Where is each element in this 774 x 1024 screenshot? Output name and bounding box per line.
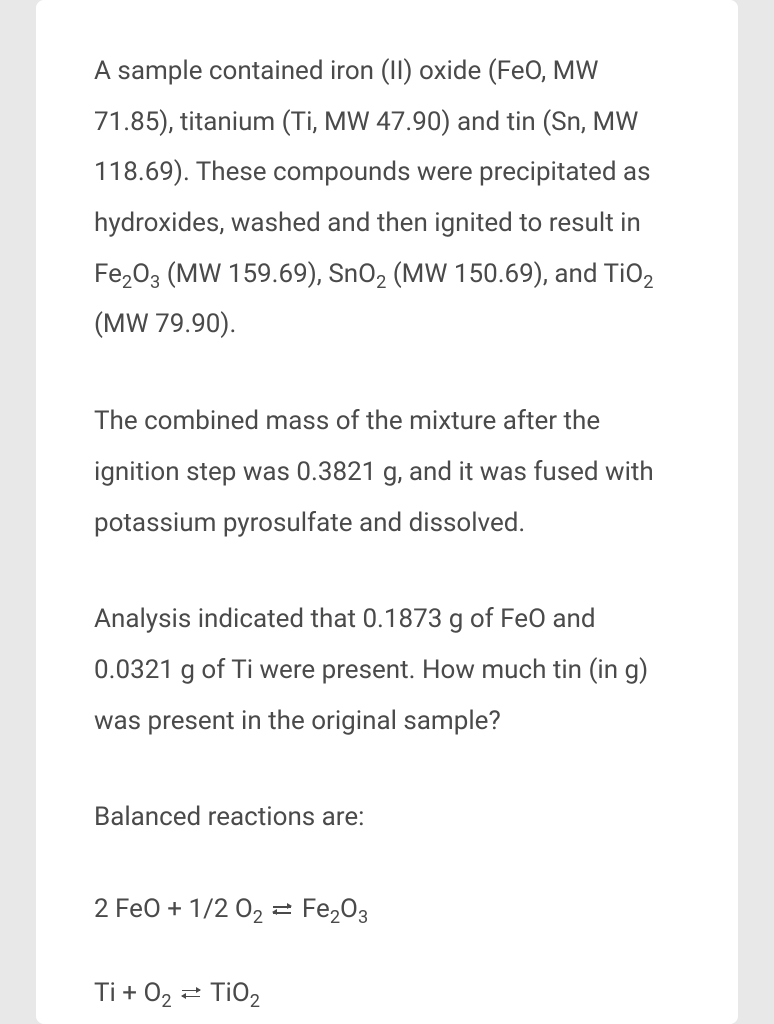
paragraph-2: The combined mass of the mixture after t…	[94, 396, 680, 548]
eq1-rhs-b: O	[340, 894, 358, 924]
equilibrium-icon	[182, 987, 200, 1001]
p1-text-4: (MW 150.69), and TiO	[386, 259, 643, 289]
paragraph-3: Analysis indicated that 0.1873 g of FeO …	[94, 594, 680, 746]
eq2-lhs-a: Ti + O	[94, 978, 161, 1008]
eq2-lhs-sub: 2	[161, 991, 171, 1012]
eq2-rhs-sub: 2	[250, 991, 260, 1012]
p1-sub-4: 2	[643, 272, 653, 293]
equation-2: Ti + O2 TiO2	[94, 973, 680, 1015]
eq1-rhs-a: Fe	[295, 894, 329, 924]
p1-text-3: (MW 159.69), SnO	[160, 259, 376, 289]
eq1-lhs-sub: 2	[253, 907, 263, 928]
p1-sub-1: 2	[122, 272, 132, 293]
eq2-rhs-a: TiO	[204, 978, 250, 1008]
equation-1: 2 FeO + 1/2 O2 Fe2O3	[94, 889, 680, 931]
question-card: A sample contained iron (II) oxide (FeO,…	[36, 0, 738, 1024]
eq1-rhs-sub1: 2	[330, 907, 340, 928]
p1-sub-2: 3	[150, 272, 160, 293]
p1-text-1: A sample contained iron (II) oxide (FeO,…	[94, 56, 651, 289]
p1-text-2: O	[132, 259, 150, 289]
paragraph-1: A sample contained iron (II) oxide (FeO,…	[94, 46, 680, 350]
p1-text-5: (MW 79.90).	[94, 309, 236, 339]
eq1-sp	[263, 894, 269, 924]
eq1-rhs-sub2: 3	[358, 907, 368, 928]
eq2-sp	[172, 978, 178, 1008]
equilibrium-icon	[273, 903, 291, 917]
p1-sub-3: 2	[376, 272, 386, 293]
eq1-lhs-a: 2 FeO + 1/2 O	[94, 894, 253, 924]
paragraph-4: Balanced reactions are:	[94, 792, 680, 843]
